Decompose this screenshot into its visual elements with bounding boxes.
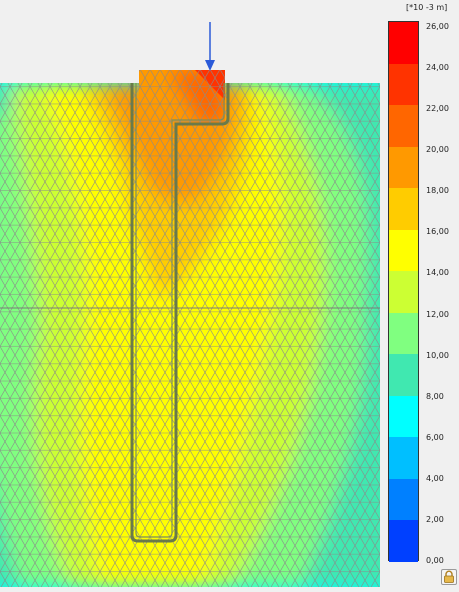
legend-band (389, 230, 418, 272)
legend-band (389, 437, 418, 479)
legend-tick-label: 2,00 (426, 515, 444, 524)
legend-band (389, 354, 418, 396)
legend-tick-label: 14,00 (426, 268, 449, 277)
legend-tick-label: 16,00 (426, 227, 449, 236)
legend-tick-label: 22,00 (426, 104, 449, 113)
legend-tick-label: 8,00 (426, 392, 444, 401)
legend-color-bar (388, 21, 419, 561)
lock-button[interactable] (441, 569, 457, 585)
legend-tick-label: 10,00 (426, 351, 449, 360)
mesh-overlay (0, 83, 380, 587)
soil-region (0, 83, 400, 587)
legend-tick-label: 26,00 (426, 22, 449, 31)
legend-tick-label: 4,00 (426, 474, 444, 483)
legend-band (389, 396, 418, 438)
legend-band (389, 313, 418, 355)
legend-band (389, 479, 418, 521)
legend-band (389, 520, 418, 562)
legend-tick-label: 18,00 (426, 186, 449, 195)
legend-tick-label: 0,00 (426, 556, 444, 565)
legend-tick-label: 12,00 (426, 310, 449, 319)
pile-cap (139, 70, 225, 124)
load-arrow-head (205, 60, 215, 71)
legend-tick-label: 24,00 (426, 63, 449, 72)
legend-tick-label: 6,00 (426, 433, 444, 442)
lock-icon (442, 570, 456, 584)
legend-band (389, 22, 418, 64)
legend-unit-label: [*10 -3 m] (406, 3, 447, 12)
legend-tick-label: 20,00 (426, 145, 449, 154)
legend-band (389, 147, 418, 189)
legend-band (389, 64, 418, 106)
legend-band (389, 271, 418, 313)
legend-band (389, 188, 418, 230)
legend-band (389, 105, 418, 147)
